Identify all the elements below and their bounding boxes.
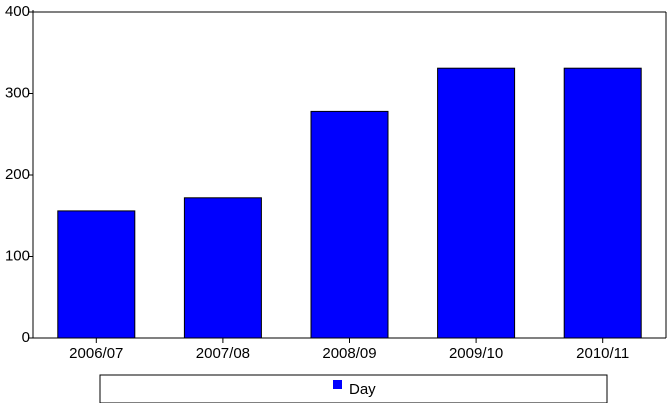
x-tick-label: 2006/07 (69, 345, 123, 362)
legend-swatch (333, 380, 342, 389)
x-tick-label: 2010/11 (576, 345, 629, 362)
y-tick-label: 100 (5, 248, 30, 265)
labels-layer: 2006/07 2007/08 2008/09 2009/10 2010/11 0 100 2… (5, 3, 629, 362)
bar-2008-09 (310, 110, 389, 339)
x-tick-label: 2007/08 (196, 345, 250, 362)
x-tick-label: 2008/09 (322, 345, 376, 362)
bar-2009-10 (437, 67, 516, 339)
legend-label: Day (349, 381, 376, 398)
y-tick-label: 0 (22, 329, 30, 346)
x-tick-label: 2009/10 (449, 345, 503, 362)
bars-layer (57, 67, 642, 339)
y-tick-label: 300 (5, 85, 30, 102)
y-tick-label: 400 (5, 3, 30, 20)
axes-layer (28, 10, 667, 343)
bar-2007-08 (183, 197, 262, 339)
bar-2006-07 (57, 210, 136, 339)
legend: Day (99, 374, 608, 404)
y-tick-label: 200 (5, 166, 30, 183)
bar-2010-11 (563, 67, 642, 339)
